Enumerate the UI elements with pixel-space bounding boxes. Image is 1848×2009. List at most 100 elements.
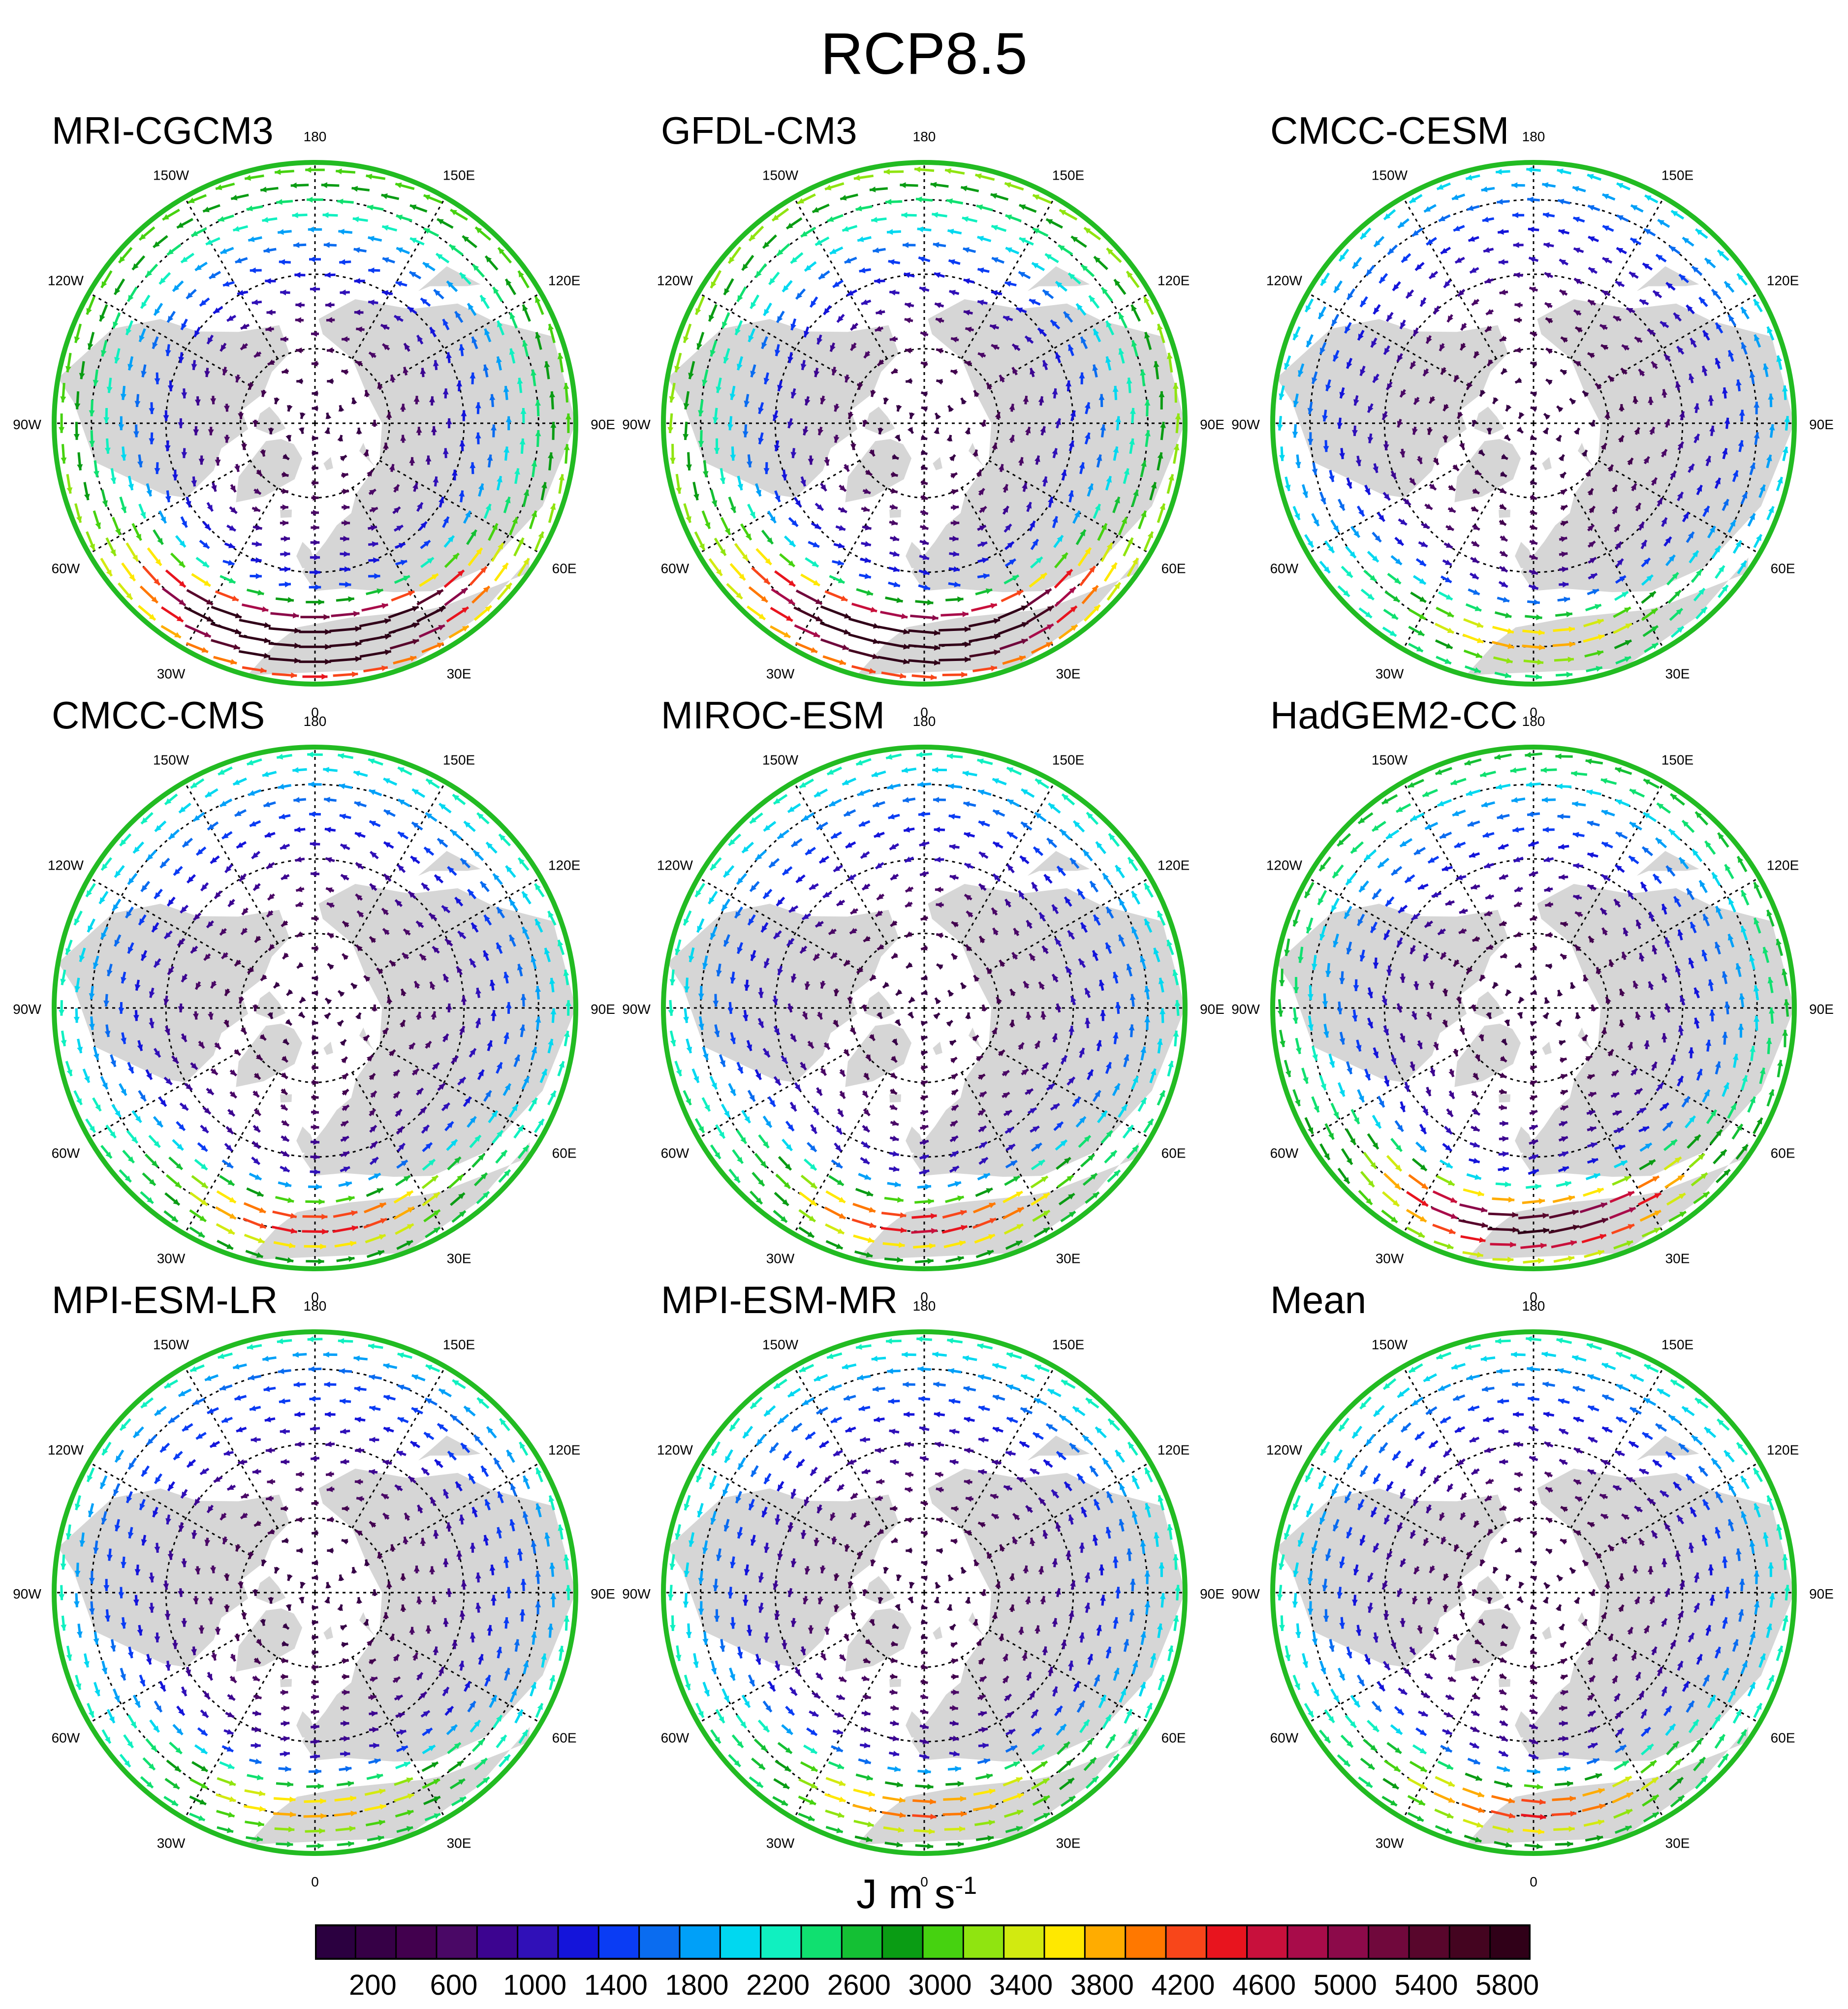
flux-arrow: [340, 535, 349, 542]
flux-arrow: [749, 812, 763, 824]
flux-arrow: [138, 914, 147, 926]
flux-arrow: [1426, 1011, 1432, 1020]
flux-arrow: [425, 455, 432, 465]
flux-arrow: [329, 641, 362, 648]
flux-arrow: [1445, 900, 1455, 906]
flux-arrow: [1514, 1486, 1522, 1493]
flux-arrow: [367, 469, 374, 477]
flux-arrow: [417, 1504, 423, 1514]
land-mass: [933, 1626, 942, 1640]
flux-arrow: [829, 246, 844, 255]
flux-arrow: [720, 468, 726, 484]
map-area: [663, 162, 1185, 684]
flux-arrow: [977, 758, 993, 765]
flux-arrow: [239, 634, 271, 643]
flux-arrow: [799, 1364, 814, 1373]
flux-arrow: [1587, 524, 1595, 532]
flux-arrow: [1665, 282, 1676, 291]
flux-arrow: [1484, 1447, 1494, 1453]
flux-arrow: [808, 455, 814, 465]
flux-arrow: [1465, 1772, 1483, 1782]
flux-arrow: [939, 641, 971, 648]
flux-arrow: [1088, 295, 1100, 309]
flux-arrow: [255, 1638, 263, 1646]
flux-arrow: [1069, 1443, 1080, 1453]
flux-arrow: [1034, 1040, 1041, 1049]
flux-arrow: [1739, 409, 1745, 422]
flux-arrow: [934, 302, 944, 309]
flux-arrow: [761, 530, 774, 545]
flux-arrow: [1429, 980, 1435, 989]
flux-arrow: [224, 988, 231, 997]
flux-arrow: [1157, 1038, 1163, 1054]
flux-arrow: [1055, 1522, 1062, 1532]
flux-arrow: [1002, 1206, 1025, 1220]
flux-arrow: [1051, 904, 1059, 914]
flux-arrow: [860, 851, 870, 859]
flux-arrow: [1029, 520, 1036, 532]
flux-arrow: [99, 1475, 108, 1489]
flux-arrow: [433, 476, 439, 487]
flux-arrow: [87, 1702, 95, 1718]
flux-arrow: [416, 1672, 424, 1681]
flux-arrow: [1077, 547, 1092, 566]
flux-arrow: [696, 918, 705, 933]
flux-arrow: [920, 1664, 928, 1670]
flux-arrow: [818, 1440, 830, 1449]
flux-arrow: [203, 953, 211, 961]
flux-arrow: [459, 1610, 466, 1620]
flux-arrow: [127, 356, 134, 371]
flux-arrow: [121, 1556, 127, 1569]
flux-arrow: [1585, 1055, 1593, 1062]
flux-arrow: [800, 573, 820, 587]
flux-arrow: [1688, 1047, 1694, 1059]
flux-arrow: [265, 326, 274, 332]
flux-arrow: [262, 1355, 277, 1362]
flux-arrow: [152, 1507, 158, 1518]
flux-arrow: [341, 1642, 348, 1648]
flux-arrow: [1102, 1714, 1112, 1729]
flux-arrow: [1360, 1758, 1376, 1770]
flux-arrow: [1416, 456, 1423, 465]
flux-arrow: [342, 1658, 349, 1664]
flux-arrow: [973, 1789, 996, 1796]
flux-arrow: [1385, 312, 1394, 322]
flux-arrow: [1042, 1646, 1048, 1656]
flux-arrow: [782, 866, 793, 876]
flux-arrow: [1759, 1067, 1766, 1084]
flux-arrow: [1072, 1406, 1086, 1416]
flux-arrow: [814, 502, 824, 511]
flux-arrow: [919, 1426, 930, 1432]
flux-arrow: [66, 474, 73, 494]
flux-arrow: [1643, 228, 1656, 237]
flux-arrow: [861, 1468, 871, 1475]
flux-arrow: [240, 1027, 248, 1035]
flux-arrow: [1012, 1512, 1020, 1521]
flux-arrow: [1698, 879, 1708, 893]
flux-arrow: [794, 1082, 802, 1092]
flux-arrow: [1528, 584, 1539, 590]
flux-arrow: [519, 1609, 526, 1622]
flux-arrow: [1740, 925, 1748, 941]
land-mass: [58, 904, 290, 1083]
flux-arrow: [870, 1559, 876, 1567]
flux-arrow: [1140, 1540, 1146, 1554]
flux-arrow: [149, 432, 155, 444]
map-area: [1273, 162, 1794, 684]
flux-arrow: [760, 922, 769, 933]
flux-arrow: [1367, 1602, 1374, 1613]
flux-arrow: [340, 1459, 349, 1465]
flux-arrow: [1416, 1625, 1423, 1634]
flux-arrow: [338, 1338, 353, 1344]
flux-arrow: [191, 1530, 197, 1539]
flux-arrow: [326, 1486, 335, 1492]
flux-arrow: [1615, 1710, 1623, 1720]
flux-arrow: [220, 952, 228, 960]
flux-arrow: [816, 1087, 823, 1097]
flux-arrow: [803, 1596, 809, 1604]
flux-arrow: [919, 286, 930, 292]
flux-arrow: [1604, 411, 1610, 419]
flux-arrow: [991, 256, 1004, 264]
flux-arrow: [197, 1142, 208, 1152]
flux-arrow: [531, 955, 537, 970]
